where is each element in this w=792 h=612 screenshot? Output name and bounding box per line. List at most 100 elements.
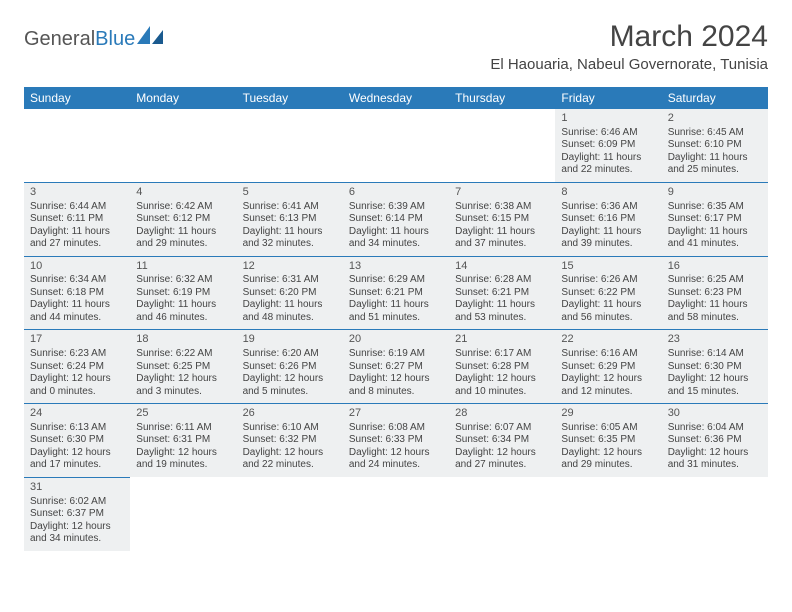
day-number: 28: [455, 407, 549, 421]
sunset-text: Sunset: 6:31 PM: [136, 434, 230, 447]
daylight-text: Daylight: 12 hours and 3 minutes.: [136, 373, 230, 398]
logo-text-1: General: [24, 28, 95, 51]
calendar-empty: [343, 477, 449, 550]
sunset-text: Sunset: 6:25 PM: [136, 361, 230, 374]
sunrise-text: Sunrise: 6:44 AM: [30, 201, 124, 214]
day-number: 21: [455, 333, 549, 347]
day-number: 26: [243, 407, 337, 421]
title-block: March 2024 El Haouaria, Nabeul Governora…: [490, 20, 768, 83]
sunrise-text: Sunrise: 6:32 AM: [136, 274, 230, 287]
sunrise-text: Sunrise: 6:25 AM: [668, 274, 762, 287]
daylight-text: Daylight: 12 hours and 24 minutes.: [349, 447, 443, 472]
sunset-text: Sunset: 6:23 PM: [668, 287, 762, 300]
day-number: 10: [30, 260, 124, 274]
weekday-header: Thursday: [449, 87, 555, 109]
day-number: 22: [561, 333, 655, 347]
sunrise-text: Sunrise: 6:11 AM: [136, 422, 230, 435]
sunset-text: Sunset: 6:11 PM: [30, 213, 124, 226]
sunrise-text: Sunrise: 6:34 AM: [30, 274, 124, 287]
daylight-text: Daylight: 12 hours and 31 minutes.: [668, 447, 762, 472]
sunrise-text: Sunrise: 6:28 AM: [455, 274, 549, 287]
sunrise-text: Sunrise: 6:19 AM: [349, 348, 443, 361]
sunset-text: Sunset: 6:24 PM: [30, 361, 124, 374]
logo: GeneralBlue: [24, 28, 163, 51]
sunset-text: Sunset: 6:18 PM: [30, 287, 124, 300]
sunset-text: Sunset: 6:37 PM: [30, 508, 124, 521]
calendar-day: 9Sunrise: 6:35 AMSunset: 6:17 PMDaylight…: [662, 182, 768, 256]
sunset-text: Sunset: 6:21 PM: [455, 287, 549, 300]
sunrise-text: Sunrise: 6:39 AM: [349, 201, 443, 214]
calendar-empty: [130, 109, 236, 182]
calendar-day: 11Sunrise: 6:32 AMSunset: 6:19 PMDayligh…: [130, 256, 236, 330]
daylight-text: Daylight: 12 hours and 8 minutes.: [349, 373, 443, 398]
sunrise-text: Sunrise: 6:38 AM: [455, 201, 549, 214]
calendar-week: 3Sunrise: 6:44 AMSunset: 6:11 PMDaylight…: [24, 182, 768, 256]
calendar-empty: [130, 477, 236, 550]
calendar-week: 10Sunrise: 6:34 AMSunset: 6:18 PM Dayligh…: [24, 256, 768, 330]
sunrise-text: Sunrise: 6:20 AM: [243, 348, 337, 361]
daylight-text: Daylight: 12 hours and 0 minutes.: [30, 373, 124, 398]
calendar-day: 18Sunrise: 6:22 AMSunset: 6:25 PMDayligh…: [130, 330, 236, 404]
sunrise-text: Sunrise: 6:05 AM: [561, 422, 655, 435]
calendar-day: 29Sunrise: 6:05 AMSunset: 6:35 PMDayligh…: [555, 404, 661, 478]
sunset-text: Sunset: 6:30 PM: [30, 434, 124, 447]
day-number: 7: [455, 186, 549, 200]
sunrise-text: Sunrise: 6:04 AM: [668, 422, 762, 435]
calendar-day: 5Sunrise: 6:41 AMSunset: 6:13 PMDaylight…: [237, 182, 343, 256]
day-number: 12: [243, 260, 337, 274]
month-title: March 2024: [490, 20, 768, 54]
sunset-text: Sunset: 6:35 PM: [561, 434, 655, 447]
calendar-day: 12Sunrise: 6:31 AMSunset: 6:20 PMDayligh…: [237, 256, 343, 330]
daylight-text: Daylight: 12 hours and 19 minutes.: [136, 447, 230, 472]
day-number: 31: [30, 481, 124, 495]
weekday-header: Tuesday: [237, 87, 343, 109]
weekday-header: Monday: [130, 87, 236, 109]
day-number: 30: [668, 407, 762, 421]
sunset-text: Sunset: 6:19 PM: [136, 287, 230, 300]
calendar-empty: [343, 109, 449, 182]
sunrise-text: Sunrise: 6:13 AM: [30, 422, 124, 435]
day-number: 19: [243, 333, 337, 347]
calendar-day: 19Sunrise: 6:20 AMSunset: 6:26 PMDayligh…: [237, 330, 343, 404]
daylight-text: Daylight: 11 hours and 37 minutes.: [455, 226, 549, 251]
daylight-text: Daylight: 11 hours and 27 minutes.: [30, 226, 124, 251]
day-number: 27: [349, 407, 443, 421]
sunset-text: Sunset: 6:15 PM: [455, 213, 549, 226]
day-number: 25: [136, 407, 230, 421]
daylight-text: Daylight: 12 hours and 27 minutes.: [455, 447, 549, 472]
sunset-text: Sunset: 6:13 PM: [243, 213, 337, 226]
calendar-day: 27Sunrise: 6:08 AMSunset: 6:33 PMDayligh…: [343, 404, 449, 478]
sunrise-text: Sunrise: 6:22 AM: [136, 348, 230, 361]
weekday-header: Wednesday: [343, 87, 449, 109]
calendar-day: 14Sunrise: 6:28 AMSunset: 6:21 PMDayligh…: [449, 256, 555, 330]
day-number: 14: [455, 260, 549, 274]
sunset-text: Sunset: 6:14 PM: [349, 213, 443, 226]
sunset-text: Sunset: 6:17 PM: [668, 213, 762, 226]
sunrise-text: Sunrise: 6:45 AM: [668, 127, 762, 140]
day-number: 8: [561, 186, 655, 200]
daylight-text: Daylight: 11 hours and 51 minutes.: [349, 299, 443, 324]
daylight-text: Daylight: 11 hours and 53 minutes.: [455, 299, 549, 324]
calendar-day: 16Sunrise: 6:25 AMSunset: 6:23 PMDayligh…: [662, 256, 768, 330]
sunrise-text: Sunrise: 6:26 AM: [561, 274, 655, 287]
daylight-text: Daylight: 12 hours and 29 minutes.: [561, 447, 655, 472]
daylight-text: Daylight: 11 hours and 56 minutes.: [561, 299, 655, 324]
sunrise-text: Sunrise: 6:42 AM: [136, 201, 230, 214]
sunset-text: Sunset: 6:32 PM: [243, 434, 337, 447]
sunset-text: Sunset: 6:33 PM: [349, 434, 443, 447]
calendar-empty: [555, 477, 661, 550]
header: GeneralBlue March 2024 El Haouaria, Nabe…: [24, 20, 768, 83]
daylight-text: Daylight: 12 hours and 22 minutes.: [243, 447, 337, 472]
sunset-text: Sunset: 6:29 PM: [561, 361, 655, 374]
sunset-text: Sunset: 6:12 PM: [136, 213, 230, 226]
day-number: 20: [349, 333, 443, 347]
sunrise-text: Sunrise: 6:41 AM: [243, 201, 337, 214]
calendar-day: 25Sunrise: 6:11 AMSunset: 6:31 PMDayligh…: [130, 404, 236, 478]
calendar-day: 20Sunrise: 6:19 AMSunset: 6:27 PMDayligh…: [343, 330, 449, 404]
calendar-day: 26Sunrise: 6:10 AMSunset: 6:32 PMDayligh…: [237, 404, 343, 478]
weekday-header: Saturday: [662, 87, 768, 109]
daylight-text: Daylight: 11 hours and 46 minutes.: [136, 299, 230, 324]
daylight-text: Daylight: 11 hours and 32 minutes.: [243, 226, 337, 251]
calendar-week: 17Sunrise: 6:23 AMSunset: 6:24 PMDayligh…: [24, 330, 768, 404]
day-number: 15: [561, 260, 655, 274]
